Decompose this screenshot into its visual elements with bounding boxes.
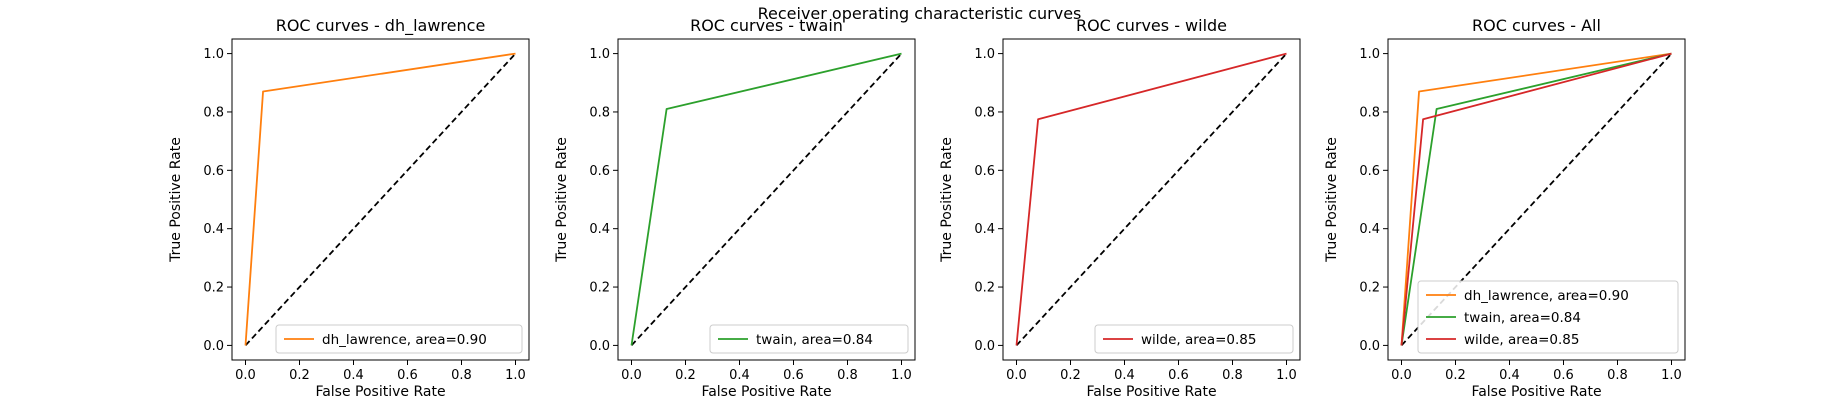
- x-tick-label: 0.0: [235, 368, 256, 383]
- chance-diagonal-line: [244, 52, 517, 347]
- y-tick-label: 0.6: [1359, 164, 1380, 179]
- y-axis-label: True Positive Rate: [554, 137, 570, 263]
- y-tick-label: 0.0: [1359, 339, 1380, 354]
- legend-entry-label: wilde, area=0.85: [1464, 332, 1579, 348]
- y-tick-label: 0.4: [203, 222, 224, 237]
- y-tick-label: 0.4: [589, 222, 610, 237]
- legend: dh_lawrence, area=0.90: [275, 324, 523, 354]
- y-axis-label: True Positive Rate: [939, 137, 955, 263]
- chance-diagonal-line: [1015, 52, 1288, 347]
- x-tick-label: 1.0: [891, 368, 912, 383]
- y-tick-label: 0.6: [203, 164, 224, 179]
- y-tick-label: 1.0: [589, 47, 610, 62]
- legend-box: [1094, 324, 1294, 354]
- x-tick-label: 0.8: [1607, 368, 1628, 383]
- y-axis-label: True Positive Rate: [168, 137, 184, 263]
- chart-panel-4: ROC curves - All False Positive Rate True …: [1324, 16, 1686, 400]
- x-tick-label: 0.0: [621, 368, 642, 383]
- roc-curve-series-1: [1400, 52, 1672, 346]
- y-tick-label: 0.8: [974, 105, 995, 120]
- axes-frame: [1387, 38, 1686, 361]
- x-tick-label: 0.6: [1168, 368, 1189, 383]
- y-tick-label: 0.8: [203, 105, 224, 120]
- x-tick-label: 0.4: [1499, 368, 1520, 383]
- chart-panels: ROC curves - dh_lawrence False Positive R…: [168, 16, 1686, 400]
- x-tick-label: 0.6: [397, 368, 418, 383]
- roc-curve-series-2: [1400, 52, 1672, 346]
- x-tick-label: 0.8: [1222, 368, 1243, 383]
- roc-curve-series-1: [1015, 52, 1287, 346]
- x-tick-label: 0.8: [451, 368, 472, 383]
- y-tick-label: 0.2: [974, 281, 995, 296]
- y-tick-label: 1.0: [1359, 47, 1380, 62]
- legend-box: [709, 324, 909, 354]
- x-tick-label: 0.2: [675, 368, 696, 383]
- y-tick-label: 0.0: [203, 339, 224, 354]
- x-tick-label: 0.0: [1006, 368, 1027, 383]
- y-tick-label: 0.8: [589, 105, 610, 120]
- axes-frame: [1002, 38, 1301, 361]
- x-tick-label: 0.2: [1060, 368, 1081, 383]
- chart-title: ROC curves - All: [1472, 16, 1601, 35]
- legend-box: [275, 324, 523, 354]
- legend-entry-label: twain, area=0.84: [756, 332, 873, 348]
- roc-curve-series-1: [630, 52, 902, 346]
- y-tick-label: 0.2: [1359, 281, 1380, 296]
- y-tick-label: 0.6: [974, 164, 995, 179]
- legend: wilde, area=0.85: [1094, 324, 1294, 354]
- x-axis-label: False Positive Rate: [1471, 384, 1601, 400]
- y-tick-label: 0.2: [589, 281, 610, 296]
- x-tick-label: 1.0: [1661, 368, 1682, 383]
- y-tick-label: 0.0: [589, 339, 610, 354]
- chart-panel-1: ROC curves - dh_lawrence False Positive R…: [168, 16, 530, 400]
- y-tick-label: 0.8: [1359, 105, 1380, 120]
- chart-title: ROC curves - dh_lawrence: [276, 16, 486, 36]
- legend-box: [1417, 280, 1679, 354]
- roc-curve-series-3: [1400, 52, 1672, 346]
- x-tick-label: 0.0: [1391, 368, 1412, 383]
- y-tick-label: 1.0: [974, 47, 995, 62]
- y-tick-label: 0.0: [974, 339, 995, 354]
- legend: dh_lawrence, area=0.90 twain, area=0.84 wi…: [1417, 280, 1679, 354]
- roc-curve-series-1: [244, 52, 516, 346]
- axes-frame: [617, 38, 916, 361]
- legend-entry-label: wilde, area=0.85: [1141, 332, 1256, 348]
- x-tick-label: 0.4: [343, 368, 364, 383]
- legend-entry-label: dh_lawrence, area=0.90: [1464, 288, 1629, 304]
- legend-entry-label: dh_lawrence, area=0.90: [322, 332, 487, 348]
- figure-suptitle: Receiver operating characteristic curves: [758, 4, 1082, 23]
- x-axis-label: False Positive Rate: [1086, 384, 1216, 400]
- chance-diagonal-line: [630, 52, 903, 347]
- x-axis-label: False Positive Rate: [701, 384, 831, 400]
- y-axis-label: True Positive Rate: [1324, 137, 1340, 263]
- y-tick-label: 0.4: [974, 222, 995, 237]
- x-tick-label: 0.8: [837, 368, 858, 383]
- y-tick-label: 0.2: [203, 281, 224, 296]
- x-tick-label: 0.2: [289, 368, 310, 383]
- x-tick-label: 1.0: [1276, 368, 1297, 383]
- x-axis-label: False Positive Rate: [315, 384, 445, 400]
- y-tick-label: 0.6: [589, 164, 610, 179]
- y-tick-label: 0.4: [1359, 222, 1380, 237]
- chart-title: ROC curves - wilde: [1076, 16, 1227, 35]
- y-tick-label: 1.0: [203, 47, 224, 62]
- x-tick-label: 0.4: [729, 368, 750, 383]
- legend-entry-label: twain, area=0.84: [1464, 310, 1581, 326]
- x-tick-label: 0.2: [1445, 368, 1466, 383]
- chart-title: ROC curves - twain: [690, 16, 843, 35]
- chart-panel-2: ROC curves - twain False Positive Rate Tru…: [554, 16, 916, 400]
- x-tick-label: 0.4: [1114, 368, 1135, 383]
- x-tick-label: 1.0: [505, 368, 526, 383]
- x-tick-label: 0.6: [783, 368, 804, 383]
- axes-frame: [231, 38, 530, 361]
- legend: twain, area=0.84: [709, 324, 909, 354]
- chart-panel-3: ROC curves - wilde False Positive Rate Tru…: [939, 16, 1301, 400]
- x-tick-label: 0.6: [1553, 368, 1574, 383]
